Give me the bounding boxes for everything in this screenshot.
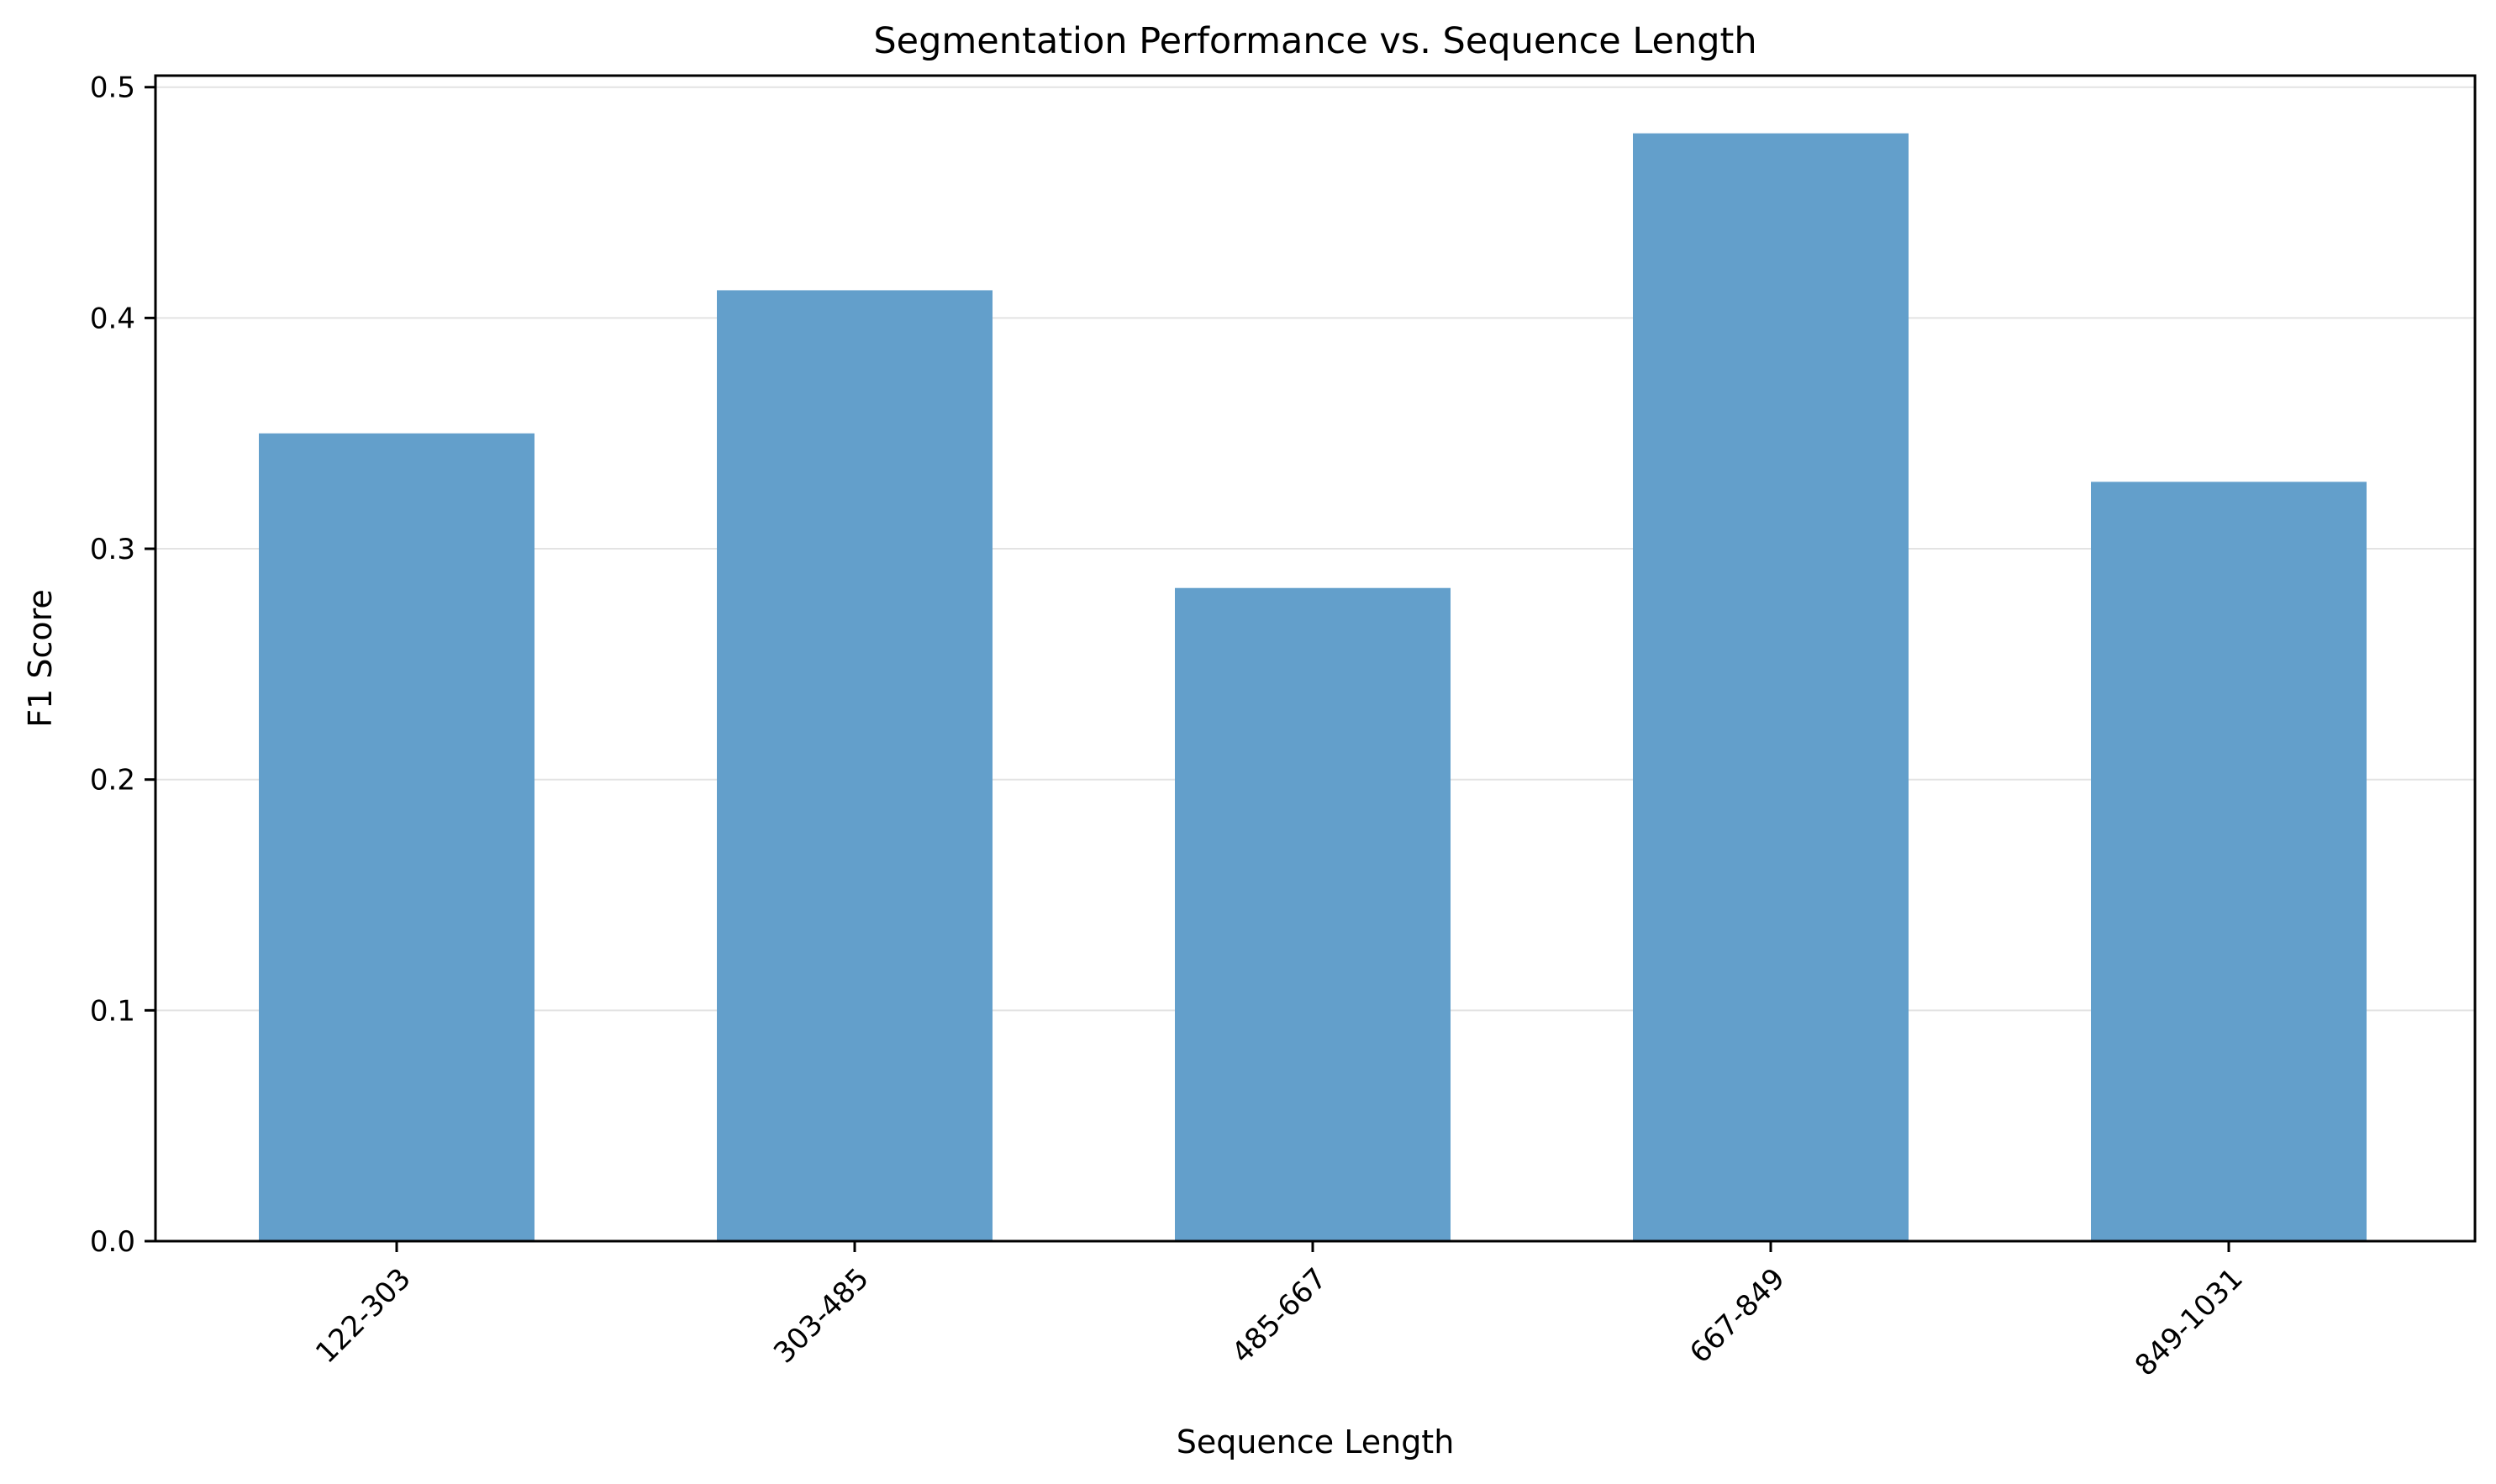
bar bbox=[717, 290, 993, 1241]
y-tick-label: 0.1 bbox=[90, 994, 135, 1028]
chart-title: Segmentation Performance vs. Sequence Le… bbox=[873, 20, 1756, 62]
y-tick-label: 0.0 bbox=[90, 1225, 135, 1259]
y-axis-label: F1 Score bbox=[22, 589, 59, 728]
y-tick-label: 0.5 bbox=[90, 71, 135, 105]
plot-area-frame bbox=[154, 74, 2477, 1243]
x-axis-label: Sequence Length bbox=[1177, 1423, 1455, 1460]
bars bbox=[259, 133, 2367, 1242]
bar bbox=[1633, 133, 1909, 1242]
bar bbox=[1175, 587, 1451, 1241]
y-tick-label: 0.3 bbox=[90, 533, 135, 566]
y-axis-ticks: 0.0 0.1 0.2 0.3 0.4 0.5 bbox=[90, 71, 155, 1259]
y-tick-label: 0.4 bbox=[90, 302, 135, 335]
bar bbox=[259, 433, 534, 1241]
y-tick-label: 0.2 bbox=[90, 764, 135, 797]
bar bbox=[2091, 482, 2367, 1241]
